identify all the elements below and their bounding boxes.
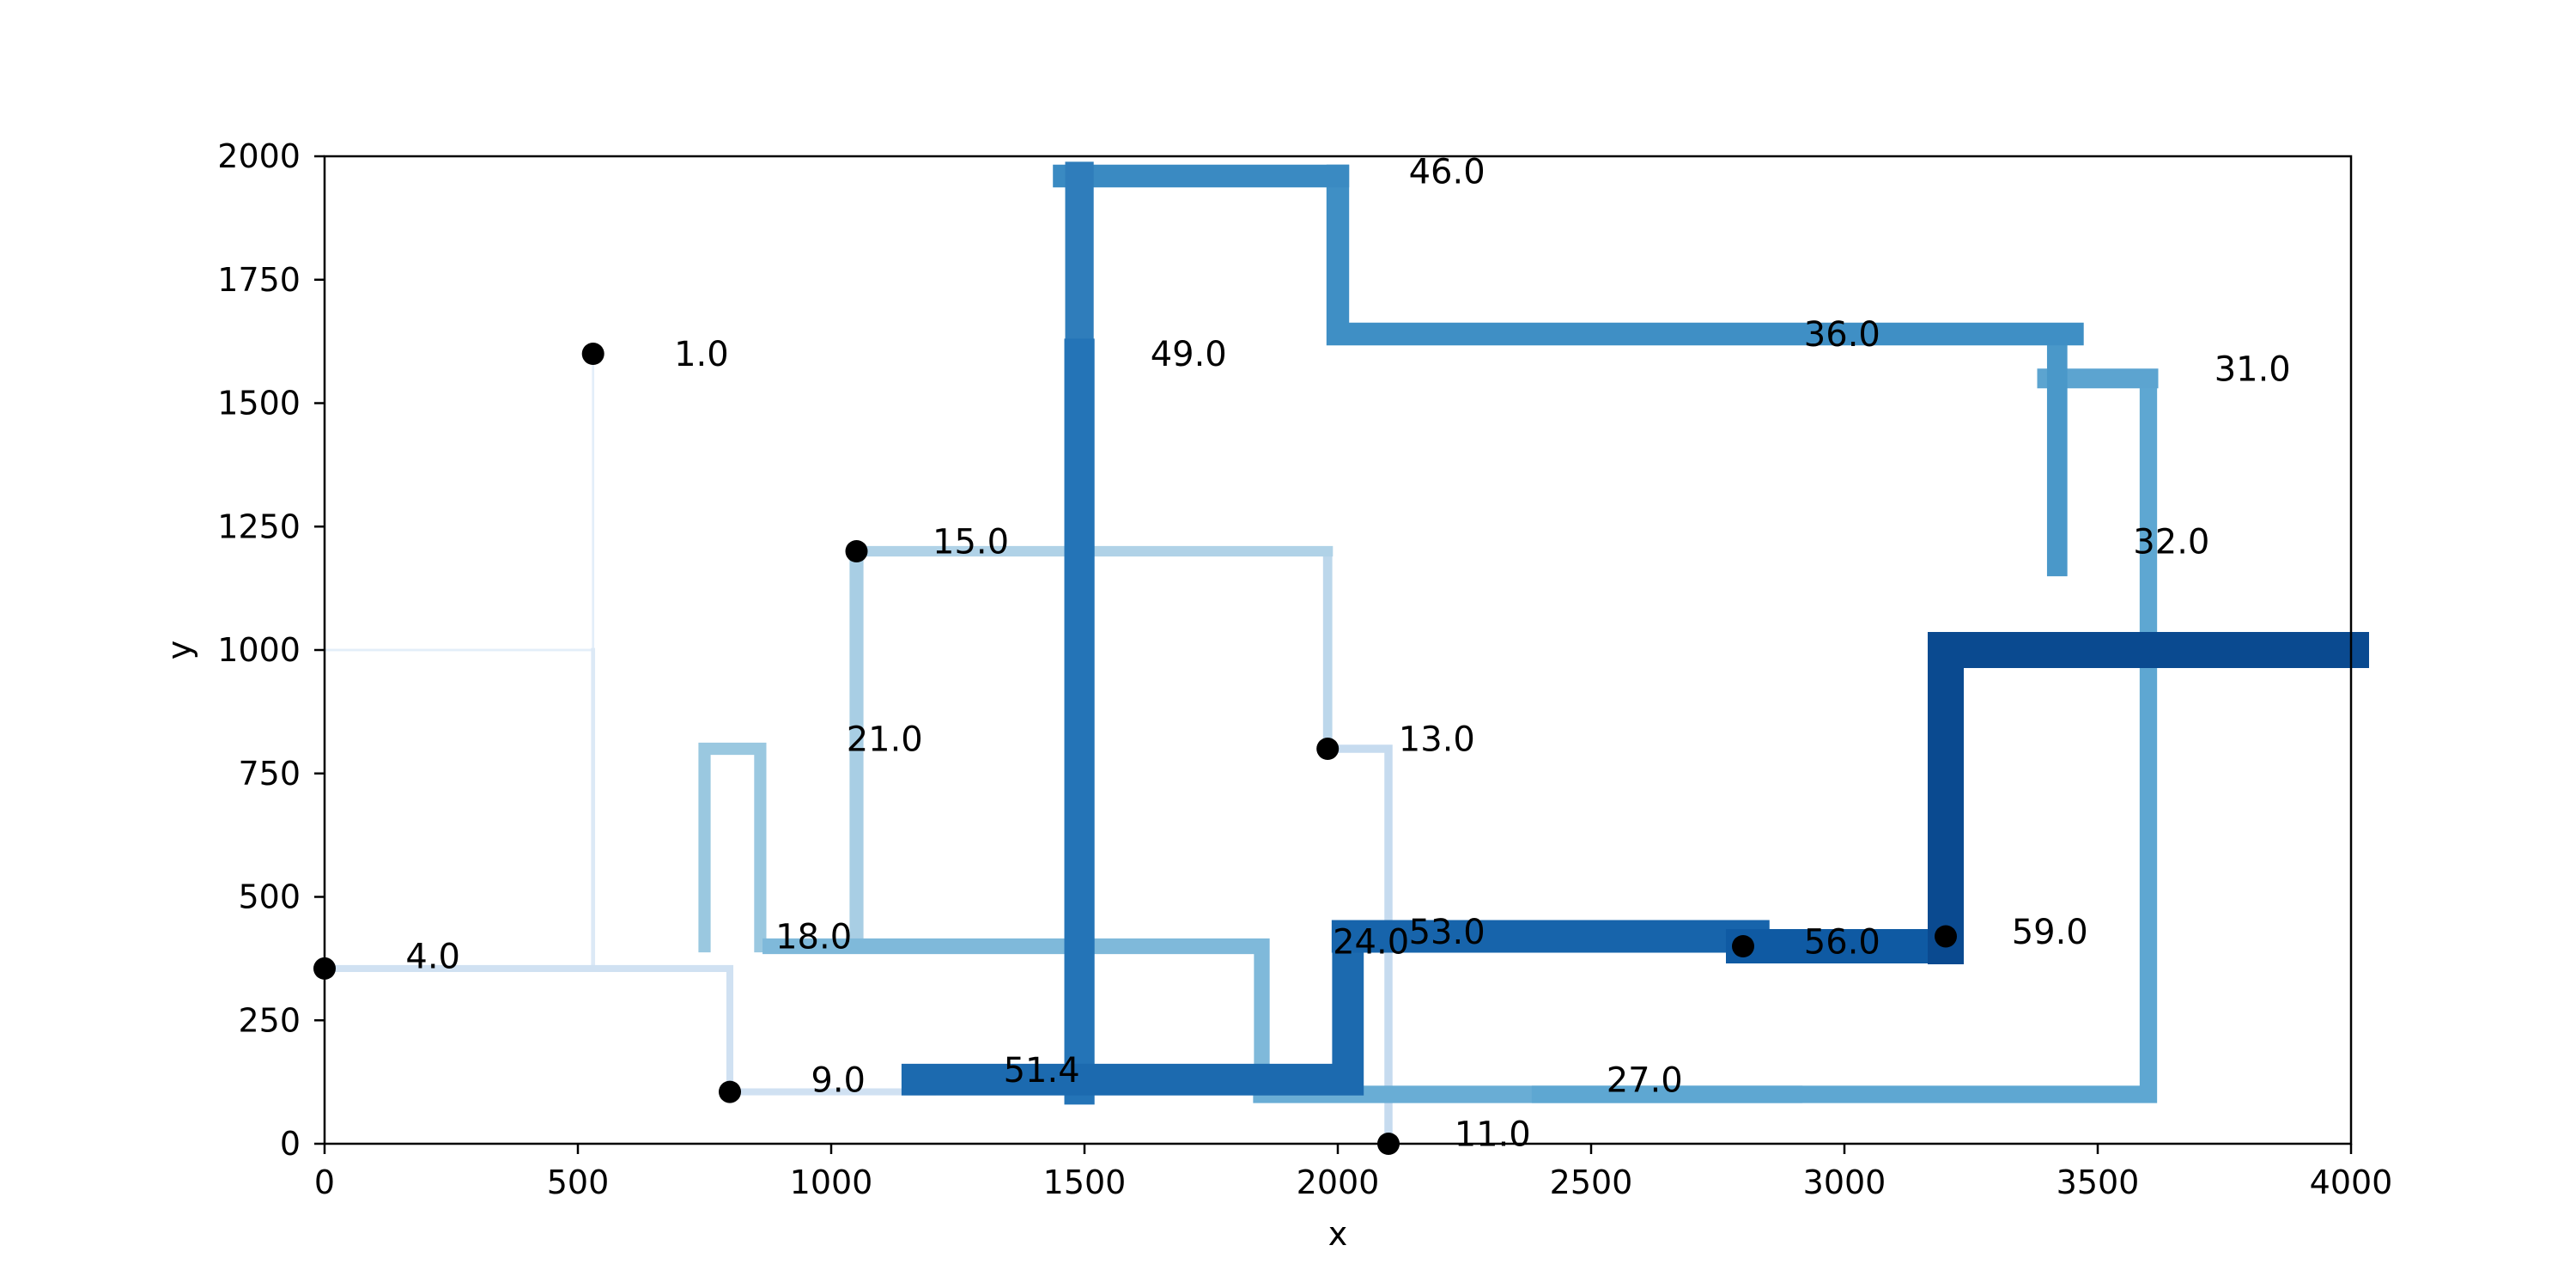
- point-marker-7: [1935, 926, 1957, 948]
- x-tick-label-0: 0: [314, 1163, 335, 1201]
- y-tick-label-8: 2000: [217, 137, 301, 175]
- x-tick-label-2: 1000: [790, 1163, 873, 1201]
- data-label-14: 49.0: [1151, 335, 1227, 374]
- marker-layer: [313, 343, 1957, 1155]
- point-marker-0: [582, 343, 605, 365]
- point-marker-6: [1732, 935, 1754, 957]
- data-label-12: 36.0: [1804, 315, 1880, 355]
- data-label-3: 11.0: [1455, 1115, 1531, 1155]
- point-marker-2: [719, 1081, 741, 1103]
- y-tick-label-1: 250: [238, 1001, 301, 1039]
- data-label-1: 4.0: [405, 938, 460, 977]
- data-label-13: 46.0: [1409, 152, 1485, 191]
- x-tick-label-3: 1500: [1043, 1163, 1127, 1201]
- y-axis-ticks: 0 250 500 750 1000 1250 1500 1750 2000: [217, 137, 325, 1163]
- data-label-10: 31.0: [2215, 349, 2291, 389]
- data-label-0: 1.0: [674, 335, 729, 374]
- y-tick-label-2: 500: [238, 878, 301, 916]
- data-label-6: 18.0: [775, 918, 852, 957]
- x-tick-label-6: 3000: [1803, 1163, 1886, 1201]
- data-label-11: 32.0: [2133, 523, 2209, 562]
- data-label-4: 13.0: [1399, 720, 1475, 760]
- data-label-17: 56.0: [1804, 922, 1880, 962]
- y-tick-label-6: 1500: [217, 385, 301, 422]
- point-marker-4: [1316, 738, 1339, 760]
- series-line-1: [325, 650, 593, 969]
- x-tick-label-8: 4000: [2310, 1163, 2393, 1201]
- data-label-18: 59.0: [2012, 913, 2088, 952]
- data-label-9: 27.0: [1607, 1060, 1683, 1100]
- point-marker-5: [846, 540, 868, 562]
- x-tick-label-4: 2000: [1297, 1163, 1380, 1201]
- y-tick-label-7: 1750: [217, 261, 301, 299]
- series-line-6: [705, 749, 923, 946]
- x-tick-label-7: 3500: [2057, 1163, 2140, 1201]
- data-label-16: 53.0: [1409, 913, 1485, 952]
- data-label-5: 15.0: [933, 523, 1009, 562]
- x-axis-ticks: 0 500 1000 1500 2000 2500 3000 3500 4000: [314, 1144, 2392, 1201]
- data-label-7: 21.0: [847, 720, 923, 760]
- data-label-2: 9.0: [811, 1060, 866, 1100]
- x-tick-label-1: 500: [547, 1163, 610, 1201]
- series-line-13: [1338, 176, 2073, 334]
- y-tick-label-0: 0: [280, 1125, 301, 1163]
- y-tick-label-5: 1250: [217, 507, 301, 545]
- y-axis-label: y: [161, 641, 198, 660]
- y-tick-label-4: 1000: [217, 631, 301, 669]
- x-axis-label: x: [1328, 1215, 1348, 1253]
- y-tick-label-3: 750: [238, 755, 301, 793]
- data-label-8: 24.0: [1333, 922, 1409, 962]
- x-tick-label-5: 2500: [1550, 1163, 1633, 1201]
- series-line-0: [325, 354, 593, 650]
- data-label-15: 51.4: [1004, 1051, 1080, 1091]
- series-layer: [325, 176, 2351, 1144]
